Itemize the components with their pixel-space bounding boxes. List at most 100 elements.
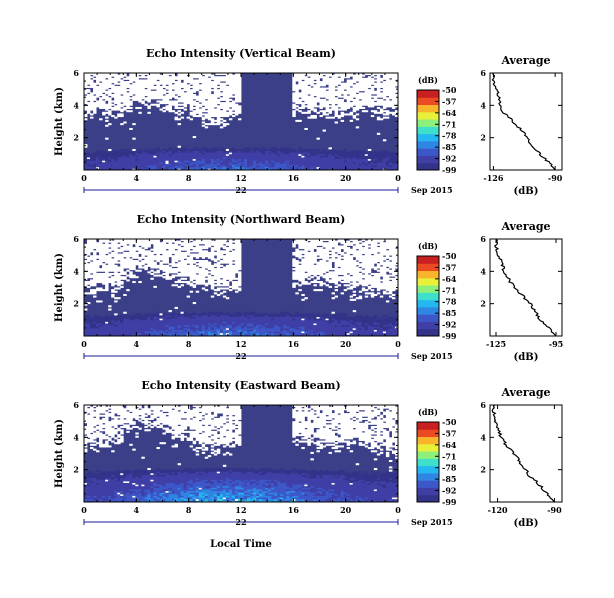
gap-cell [102,81,106,84]
echo-cell [204,168,209,171]
gap-cell [117,100,121,103]
gap-cell [388,105,393,108]
gap-cell [138,79,142,82]
echo-cell [328,157,332,160]
gap-cell [195,253,200,256]
gap-cell [123,103,127,106]
gap-cell [207,282,212,285]
echo-cell [298,155,302,158]
gap-cell [228,84,233,87]
gap-cell [174,274,178,277]
echo-cell [394,155,399,158]
echo-cell [319,158,323,161]
gap-cell [120,105,124,108]
gap-cell [111,243,115,246]
gap-cell [117,77,121,80]
gap-cell [105,124,109,127]
echo-cell [144,326,148,329]
gap-cell [171,247,175,250]
echo-cell [180,147,185,150]
echo-cell [108,155,112,158]
gap-cell [388,73,393,76]
echo-cell [84,316,88,319]
gap-cell [114,74,118,77]
echo-cell [108,332,112,335]
echo-cell [153,327,157,330]
gap-cell [90,98,94,101]
gap-cell [231,84,236,87]
gap-cell [174,160,178,163]
gap-cell [234,113,239,116]
gap-cell [382,95,387,98]
gap-cell [328,105,332,108]
echo-cell [192,321,197,324]
echo-cell [319,150,323,153]
gap-cell [334,79,339,82]
echo-cell [352,160,357,163]
gap-cell [216,274,221,277]
gap-cell [186,245,191,248]
echo-cell [210,311,215,314]
echo-cell [177,153,182,156]
gap-cell [144,245,148,248]
gap-cell [177,274,182,277]
gap-cell [108,84,112,87]
echo-cell [379,152,384,155]
gap-cell [325,116,329,119]
gap-cell [150,263,154,266]
gap-cell [307,100,311,103]
echo-cell [138,168,142,171]
gap-cell [105,282,109,285]
echo-cell [150,168,154,171]
gap-cell [376,89,381,92]
gap-cell [117,287,121,290]
gap-cell [367,105,372,108]
gap-cell [301,85,305,88]
gap-cell [388,87,393,90]
gap-cell [228,92,233,95]
gap-cell [132,266,136,269]
gap-cell [168,268,172,271]
gap-cell [174,240,178,243]
gap-cell [183,239,188,242]
gap-cell [298,87,302,90]
gap-cell [328,87,332,90]
echo-cell [156,165,160,168]
echo-cell [262,165,266,168]
echo-cell [216,148,221,151]
gap-cell [210,284,215,287]
echo-cell [174,165,178,168]
echo-cell [225,155,230,158]
gap-cell [111,284,115,287]
gap-cell [189,258,194,261]
gap-cell [349,95,354,98]
gap-cell [165,105,169,108]
echo-cell [90,332,94,335]
gap-cell [141,242,145,245]
echo-cell [195,165,200,168]
echo-cell [174,334,178,337]
gap-cell [156,266,160,269]
gap-cell [331,108,335,111]
gap-cell [216,242,221,245]
echo-cell [219,147,224,150]
echo-cell [183,152,188,155]
gap-cell [120,250,124,253]
gap-cell [120,123,124,126]
echo-cell [216,150,221,153]
gap-cell [210,81,215,84]
gap-cell [222,102,227,105]
gap-cell [177,90,182,93]
gap-cell [84,255,88,258]
echo-cell [198,329,203,332]
echo-cell [340,155,345,158]
gap-cell [210,251,215,254]
gap-cell [132,250,136,253]
gap-cell [231,111,236,114]
gap-cell [192,266,197,269]
echo-cell [159,334,163,337]
echo-cell [147,163,151,166]
echo-cell [126,327,130,330]
gap-cell [141,100,145,103]
gap-cell [231,105,236,108]
